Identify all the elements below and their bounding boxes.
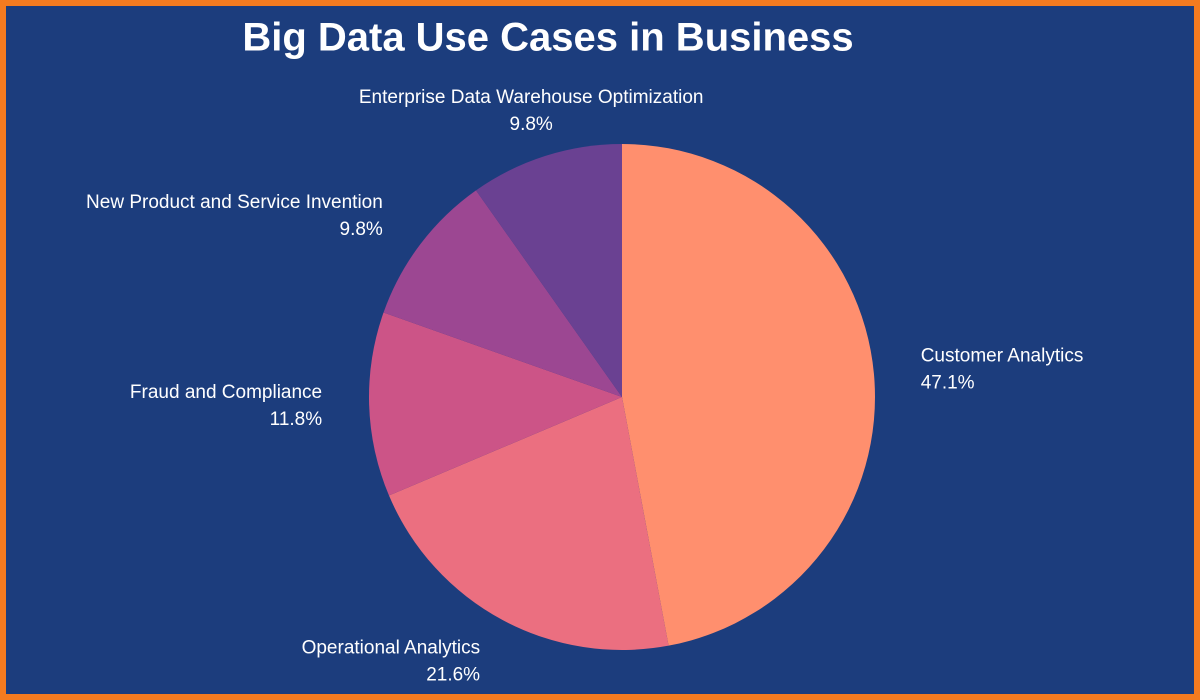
- pie-slice: [622, 144, 875, 646]
- slice-label: New Product and Service Invention: [86, 192, 383, 213]
- slice-value-label: 21.6%: [426, 664, 480, 685]
- chart-title: Big Data Use Cases in Business: [242, 16, 853, 60]
- pie-slice: [388, 397, 669, 650]
- slice-value-label: 9.8%: [510, 114, 553, 135]
- slice-value-label: 9.8%: [340, 219, 383, 240]
- slice-label: Customer Analytics: [921, 345, 1084, 366]
- slice-label: Fraud and Compliance: [130, 382, 322, 403]
- slice-value-label: 47.1%: [921, 372, 975, 393]
- slice-label: Operational Analytics: [302, 637, 481, 658]
- pie-slice: [383, 190, 622, 397]
- slice-value-label: 11.8%: [270, 409, 323, 430]
- pie-slice: [368, 312, 622, 496]
- slice-label: Enterprise Data Warehouse Optimization: [359, 87, 704, 108]
- pie-slice: [476, 144, 622, 397]
